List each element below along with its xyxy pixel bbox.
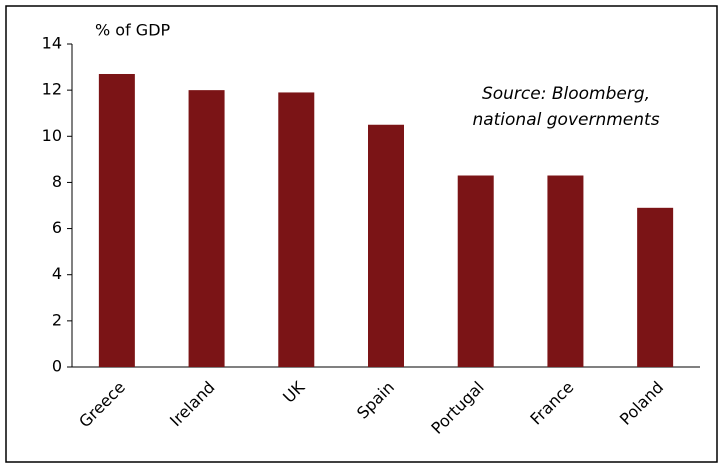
bar: [547, 175, 584, 367]
y-tick-label: 8: [52, 172, 62, 191]
y-tick-label: 6: [52, 218, 62, 237]
bar: [278, 92, 315, 367]
bar: [98, 73, 135, 367]
y-tick-label: 0: [52, 357, 62, 376]
y-tick-label: 14: [42, 34, 62, 53]
y-tick-label: 2: [52, 310, 62, 329]
y-tick-label: 10: [42, 126, 62, 145]
bar: [637, 207, 674, 367]
bar: [188, 90, 225, 368]
bar: [368, 124, 404, 367]
bar: [457, 175, 494, 367]
y-tick-label: 4: [52, 264, 62, 283]
annotation: Source: Bloomberg,: [482, 84, 650, 104]
annotation: national governments: [472, 110, 659, 130]
y-tick-label: 12: [42, 80, 62, 99]
y-axis-label: % of GDP: [95, 21, 171, 40]
